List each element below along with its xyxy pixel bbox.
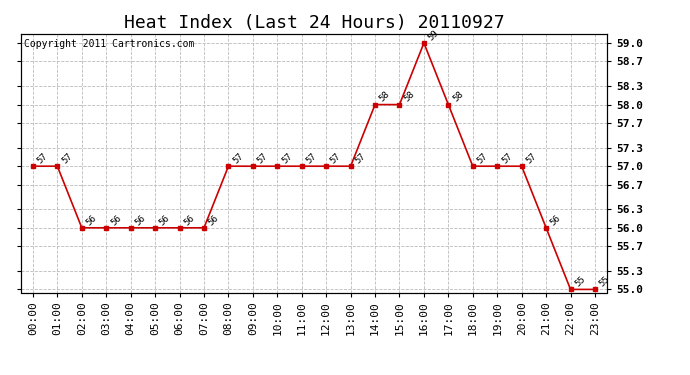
Text: 57: 57 — [500, 152, 514, 165]
Text: 55: 55 — [598, 274, 612, 289]
Text: 57: 57 — [524, 152, 538, 165]
Text: 58: 58 — [378, 90, 392, 104]
Text: 55: 55 — [573, 274, 587, 289]
Text: 56: 56 — [207, 213, 221, 227]
Text: 59: 59 — [426, 28, 441, 42]
Text: 57: 57 — [36, 152, 50, 165]
Text: 57: 57 — [280, 152, 294, 165]
Text: 56: 56 — [109, 213, 123, 227]
Text: 57: 57 — [329, 152, 343, 165]
Text: 56: 56 — [182, 213, 196, 227]
Text: 56: 56 — [158, 213, 172, 227]
Text: 58: 58 — [451, 90, 465, 104]
Text: 57: 57 — [231, 152, 245, 165]
Text: 57: 57 — [475, 152, 489, 165]
Text: 56: 56 — [85, 213, 99, 227]
Text: 56: 56 — [549, 213, 563, 227]
Text: 56: 56 — [133, 213, 148, 227]
Text: 57: 57 — [304, 152, 319, 165]
Text: 57: 57 — [255, 152, 270, 165]
Title: Heat Index (Last 24 Hours) 20110927: Heat Index (Last 24 Hours) 20110927 — [124, 14, 504, 32]
Text: 58: 58 — [402, 90, 416, 104]
Text: 57: 57 — [60, 152, 74, 165]
Text: 57: 57 — [353, 152, 367, 165]
Text: Copyright 2011 Cartronics.com: Copyright 2011 Cartronics.com — [23, 39, 194, 49]
